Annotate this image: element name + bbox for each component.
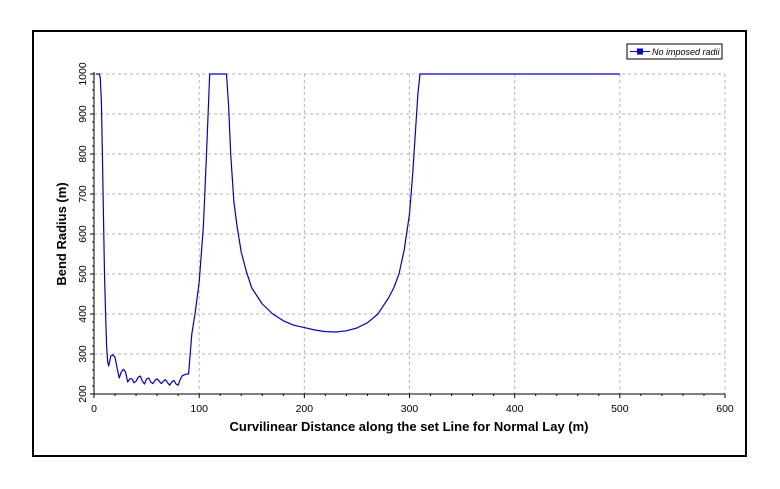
y-axis-label: Bend Radius (m) xyxy=(54,182,69,285)
y-tick-label: 400 xyxy=(77,305,89,323)
legend-label: No imposed radii xyxy=(652,47,721,57)
y-tick-labels: 200 300 400 500 600 700 800 900 1000 xyxy=(77,62,89,403)
series-group xyxy=(96,73,620,386)
x-tick-label: 500 xyxy=(611,403,629,415)
x-tick-label: 600 xyxy=(716,403,734,415)
series-line-no-imposed-radii xyxy=(96,73,620,386)
y-tick-label: 700 xyxy=(77,185,89,203)
chart-frame xyxy=(32,30,747,457)
legend: No imposed radii xyxy=(626,43,723,60)
x-axis-label: Curvilinear Distance along the set Line … xyxy=(229,419,588,434)
y-tick-label: 1000 xyxy=(77,62,89,86)
grid xyxy=(94,73,726,394)
y-tick-label: 300 xyxy=(77,345,89,363)
x-tick-label: 400 xyxy=(506,403,524,415)
y-tick-label: 800 xyxy=(77,145,89,163)
x-tick-label: 200 xyxy=(296,403,314,415)
x-tick-label: 300 xyxy=(401,403,419,415)
x-tick-label: 100 xyxy=(190,403,208,415)
x-tick-label: 0 xyxy=(91,403,97,415)
y-tick-label: 500 xyxy=(77,265,89,283)
y-tick-label: 600 xyxy=(77,225,89,243)
y-tick-label: 200 xyxy=(77,385,89,403)
legend-marker-swatch xyxy=(637,48,643,55)
y-tick-label: 900 xyxy=(77,105,89,123)
x-tick-labels: 0 100 200 300 400 500 600 xyxy=(91,403,734,415)
axes xyxy=(93,72,725,395)
tick-marks xyxy=(90,73,726,398)
legend-box xyxy=(626,43,723,60)
